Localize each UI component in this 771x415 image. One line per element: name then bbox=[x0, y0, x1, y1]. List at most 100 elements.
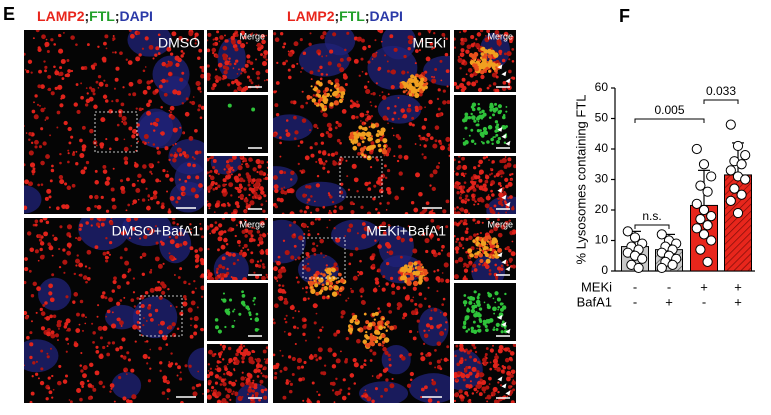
puncta bbox=[400, 237, 405, 243]
puncta bbox=[364, 181, 369, 187]
condition-sign: - bbox=[633, 279, 637, 294]
puncta bbox=[67, 160, 70, 164]
puncta bbox=[63, 271, 66, 274]
puncta bbox=[159, 361, 163, 365]
puncta bbox=[320, 252, 323, 255]
puncta bbox=[207, 72, 211, 78]
puncta bbox=[275, 260, 277, 263]
puncta bbox=[230, 173, 233, 176]
puncta bbox=[459, 67, 462, 70]
puncta bbox=[375, 133, 380, 138]
puncta bbox=[70, 35, 75, 40]
puncta bbox=[67, 327, 71, 332]
puncta bbox=[189, 246, 194, 251]
puncta bbox=[382, 231, 387, 235]
puncta bbox=[493, 245, 496, 248]
puncta bbox=[327, 61, 332, 66]
puncta bbox=[157, 52, 161, 55]
puncta bbox=[181, 102, 185, 105]
puncta bbox=[263, 358, 266, 361]
puncta bbox=[509, 351, 515, 356]
puncta bbox=[40, 84, 45, 89]
puncta bbox=[237, 188, 242, 194]
puncta bbox=[207, 382, 211, 386]
puncta bbox=[475, 384, 480, 388]
puncta bbox=[95, 345, 99, 349]
puncta bbox=[106, 309, 111, 314]
puncta bbox=[44, 69, 47, 73]
puncta bbox=[214, 36, 219, 41]
puncta bbox=[142, 69, 146, 73]
puncta bbox=[360, 57, 364, 61]
puncta bbox=[296, 280, 300, 284]
puncta bbox=[184, 179, 188, 183]
puncta bbox=[75, 150, 78, 153]
puncta bbox=[148, 44, 154, 50]
puncta bbox=[371, 263, 376, 268]
puncta bbox=[326, 122, 332, 128]
puncta bbox=[225, 242, 229, 246]
puncta bbox=[58, 364, 62, 368]
puncta bbox=[507, 181, 513, 187]
puncta bbox=[113, 87, 116, 90]
puncta bbox=[70, 69, 74, 73]
puncta bbox=[306, 398, 311, 403]
puncta bbox=[463, 265, 465, 268]
puncta bbox=[287, 68, 291, 72]
puncta bbox=[338, 272, 342, 277]
data-point bbox=[732, 207, 744, 219]
puncta bbox=[147, 227, 150, 231]
puncta bbox=[377, 176, 383, 182]
puncta bbox=[61, 77, 65, 80]
puncta bbox=[77, 236, 82, 242]
puncta bbox=[24, 315, 29, 320]
puncta bbox=[463, 268, 469, 273]
puncta bbox=[329, 89, 333, 92]
puncta bbox=[111, 341, 116, 345]
puncta bbox=[82, 275, 88, 280]
puncta bbox=[108, 241, 113, 245]
puncta bbox=[406, 107, 412, 113]
puncta bbox=[92, 92, 96, 96]
puncta bbox=[291, 51, 294, 54]
puncta bbox=[372, 91, 376, 96]
puncta bbox=[168, 208, 171, 211]
puncta bbox=[416, 319, 420, 323]
puncta bbox=[391, 117, 395, 121]
nucleus bbox=[137, 111, 183, 149]
puncta bbox=[371, 58, 374, 60]
puncta bbox=[476, 302, 481, 307]
puncta bbox=[250, 159, 253, 162]
puncta bbox=[170, 115, 175, 120]
puncta bbox=[484, 252, 489, 258]
puncta bbox=[287, 50, 290, 53]
puncta bbox=[201, 276, 204, 279]
inset-label: Merge bbox=[239, 31, 265, 41]
puncta bbox=[231, 324, 235, 329]
puncta bbox=[277, 273, 283, 279]
puncta bbox=[468, 235, 473, 240]
puncta bbox=[501, 320, 505, 324]
puncta bbox=[454, 235, 456, 238]
puncta bbox=[492, 136, 495, 139]
puncta bbox=[24, 364, 25, 367]
puncta bbox=[211, 229, 216, 234]
puncta bbox=[256, 170, 259, 174]
puncta bbox=[161, 290, 166, 295]
condition-name: MEKi bbox=[581, 279, 612, 294]
puncta bbox=[194, 128, 198, 133]
puncta bbox=[260, 190, 265, 195]
puncta bbox=[230, 35, 235, 41]
puncta bbox=[114, 51, 117, 54]
puncta bbox=[462, 325, 467, 330]
puncta bbox=[31, 109, 36, 114]
puncta bbox=[244, 63, 249, 68]
puncta bbox=[230, 276, 233, 279]
puncta bbox=[477, 62, 481, 67]
puncta bbox=[478, 392, 483, 397]
puncta bbox=[87, 383, 93, 388]
puncta bbox=[431, 78, 437, 84]
puncta bbox=[136, 296, 140, 300]
puncta bbox=[334, 126, 338, 130]
puncta bbox=[325, 130, 330, 135]
